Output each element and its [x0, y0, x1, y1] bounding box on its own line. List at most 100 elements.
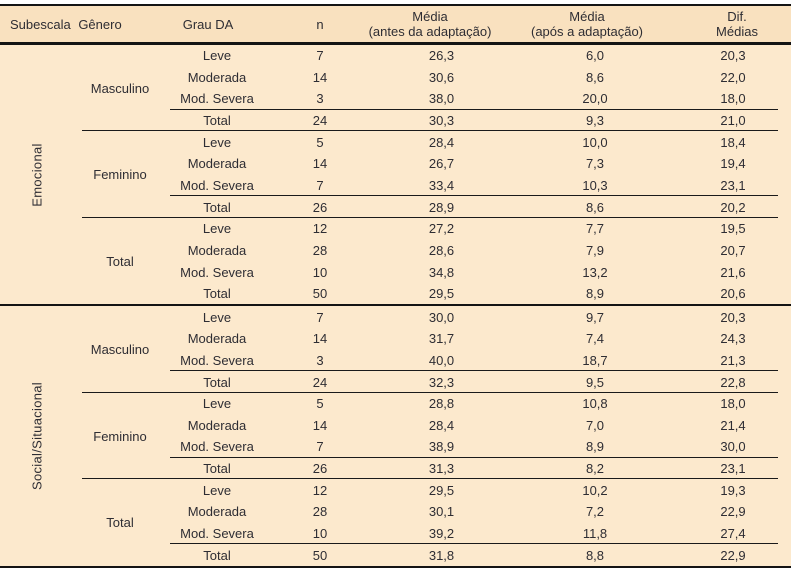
cell-grau-da: Leve — [202, 48, 232, 64]
cell-media-apos: 8,6 — [585, 69, 605, 85]
cell-grau-da: Total — [203, 547, 231, 563]
table-row: Total 24 30,3 9,3 21,0 — [0, 110, 791, 132]
gender-group-label: Total — [106, 253, 134, 269]
cell-media-apos: 10,0 — [582, 134, 608, 150]
cell-grau-da: Total — [203, 286, 231, 302]
cell-media-antes: 28,9 — [428, 199, 455, 215]
cell-dif-medias: 20,3 — [720, 48, 746, 64]
cell-media-antes: 38,9 — [428, 439, 455, 455]
cell-media-antes: 31,7 — [428, 331, 455, 347]
column-header-dif-medias: Dif. Médias — [687, 6, 787, 42]
cell-grau-da: Total — [203, 461, 231, 477]
cell-grau-da: Total — [203, 374, 231, 390]
cell-grau-da: Leve — [202, 134, 232, 150]
cell-media-apos: 7,7 — [585, 221, 605, 237]
cell-n: 14 — [312, 331, 328, 347]
divider-below-group — [82, 130, 778, 132]
table-row: Mod. Severa 3 38,0 20,0 18,0 — [0, 88, 791, 110]
divider-below-group — [82, 216, 778, 218]
cell-dif-medias: 19,4 — [720, 156, 746, 172]
cell-media-antes: 38,0 — [428, 91, 455, 107]
cell-grau-da: Mod. Severa — [180, 264, 254, 280]
cell-grau-da: Mod. Severa — [180, 91, 254, 107]
cell-media-apos: 13,2 — [582, 264, 608, 280]
cell-grau-da: Mod. Severa — [180, 439, 254, 455]
cell-grau-da: Moderada — [187, 242, 247, 258]
cell-media-apos: 7,2 — [585, 504, 605, 520]
cell-dif-medias: 22,9 — [720, 547, 746, 563]
cell-media-apos: 18,7 — [582, 352, 608, 368]
cell-n: 3 — [316, 352, 324, 368]
cell-grau-da: Mod. Severa — [180, 525, 254, 541]
table-row: Leve 5 28,8 10,8 18,0 — [0, 393, 791, 415]
cell-media-antes: 34,8 — [428, 264, 455, 280]
cell-dif-medias: 19,3 — [720, 482, 746, 498]
table-row: Moderada 14 26,7 7,3 19,4 — [0, 153, 791, 175]
cell-dif-medias: 20,7 — [720, 242, 746, 258]
cell-media-antes: 27,2 — [428, 221, 455, 237]
column-header-grau-da: Grau DA — [182, 16, 234, 32]
cell-n: 28 — [312, 242, 328, 258]
cell-media-antes: 40,0 — [428, 352, 455, 368]
cell-media-apos: 9,3 — [585, 113, 605, 129]
cell-n: 14 — [312, 156, 328, 172]
cell-media-antes: 26,3 — [428, 48, 455, 64]
cell-media-apos: 8,2 — [585, 461, 605, 477]
cell-grau-da: Moderada — [187, 331, 247, 347]
cell-n: 5 — [316, 134, 324, 150]
gender-group-label: Feminino — [93, 167, 147, 183]
cell-grau-da: Mod. Severa — [180, 352, 254, 368]
table-top-border — [0, 4, 791, 7]
cell-media-antes: 30,6 — [428, 69, 455, 85]
table-row: Leve 5 28,4 10,0 18,4 — [0, 131, 791, 153]
table-row: Total 50 31,8 8,8 22,9 — [0, 544, 791, 566]
cell-grau-da: Leve — [202, 396, 232, 412]
cell-media-antes: 33,4 — [428, 177, 455, 193]
cell-n: 26 — [312, 461, 328, 477]
cell-n: 5 — [316, 396, 324, 412]
cell-media-apos: 7,9 — [585, 242, 605, 258]
table-body: Emocional Masculino Leve 7 26,3 6,0 20,3 Modera… — [0, 44, 791, 566]
divider-above-total — [170, 456, 778, 458]
table-row: Moderada 28 30,1 7,2 22,9 — [0, 501, 791, 523]
section-social-situacional: Social/Situacional Masculino Leve 7 30,0 9,7 2… — [0, 306, 791, 566]
gender-group-label: Total — [106, 515, 134, 531]
divider-above-total — [170, 370, 778, 372]
cell-n: 7 — [316, 439, 324, 455]
column-header-genero: Gênero — [78, 16, 122, 32]
cell-grau-da: Moderada — [187, 417, 247, 433]
cell-n: 24 — [312, 374, 328, 390]
cell-dif-medias: 20,3 — [720, 309, 746, 325]
column-header-dif-medias-line2: Médias — [716, 24, 758, 40]
column-header-media-apos-line2: (após a adaptação) — [530, 24, 644, 40]
cell-dif-medias: 21,0 — [720, 113, 746, 129]
cell-media-apos: 10,3 — [582, 177, 608, 193]
cell-dif-medias: 21,3 — [720, 352, 746, 368]
cell-n: 7 — [316, 309, 324, 325]
cell-dif-medias: 21,6 — [720, 264, 746, 280]
cell-media-antes: 39,2 — [428, 525, 455, 541]
cell-dif-medias: 21,4 — [720, 417, 746, 433]
cell-media-antes: 30,3 — [428, 113, 455, 129]
gender-group: Masculino Leve 7 30,0 9,7 20,3 Moderada 14 31,7 7… — [0, 306, 791, 393]
column-header-dif-medias-line1: Dif. — [727, 9, 747, 25]
cell-grau-da: Moderada — [187, 156, 247, 172]
column-header-media-apos: Média (após a adaptação) — [512, 6, 662, 42]
cell-media-apos: 7,4 — [585, 331, 605, 347]
cell-grau-da: Moderada — [187, 504, 247, 520]
column-header-media-antes-line2: (antes da adaptação) — [368, 24, 492, 40]
column-header-media-antes: Média (antes da adaptação) — [355, 6, 505, 42]
gender-group: Feminino Leve 5 28,4 10,0 18,4 Moderada 14 26,7 7… — [0, 131, 791, 218]
cell-media-apos: 20,0 — [582, 91, 608, 107]
cell-n: 50 — [312, 286, 328, 302]
cell-media-antes: 28,6 — [428, 242, 455, 258]
table-row: Moderada 14 28,4 7,0 21,4 — [0, 414, 791, 436]
cell-dif-medias: 20,6 — [720, 286, 746, 302]
cell-media-apos: 8,9 — [585, 286, 605, 302]
table-row: Leve 7 30,0 9,7 20,3 — [0, 306, 791, 328]
cell-dif-medias: 18,4 — [720, 134, 746, 150]
gender-group: Feminino Leve 5 28,8 10,8 18,0 Moderada 14 28,4 7… — [0, 393, 791, 480]
divider-above-total — [170, 195, 778, 197]
cell-n: 12 — [312, 221, 328, 237]
cell-grau-da: Mod. Severa — [180, 177, 254, 193]
